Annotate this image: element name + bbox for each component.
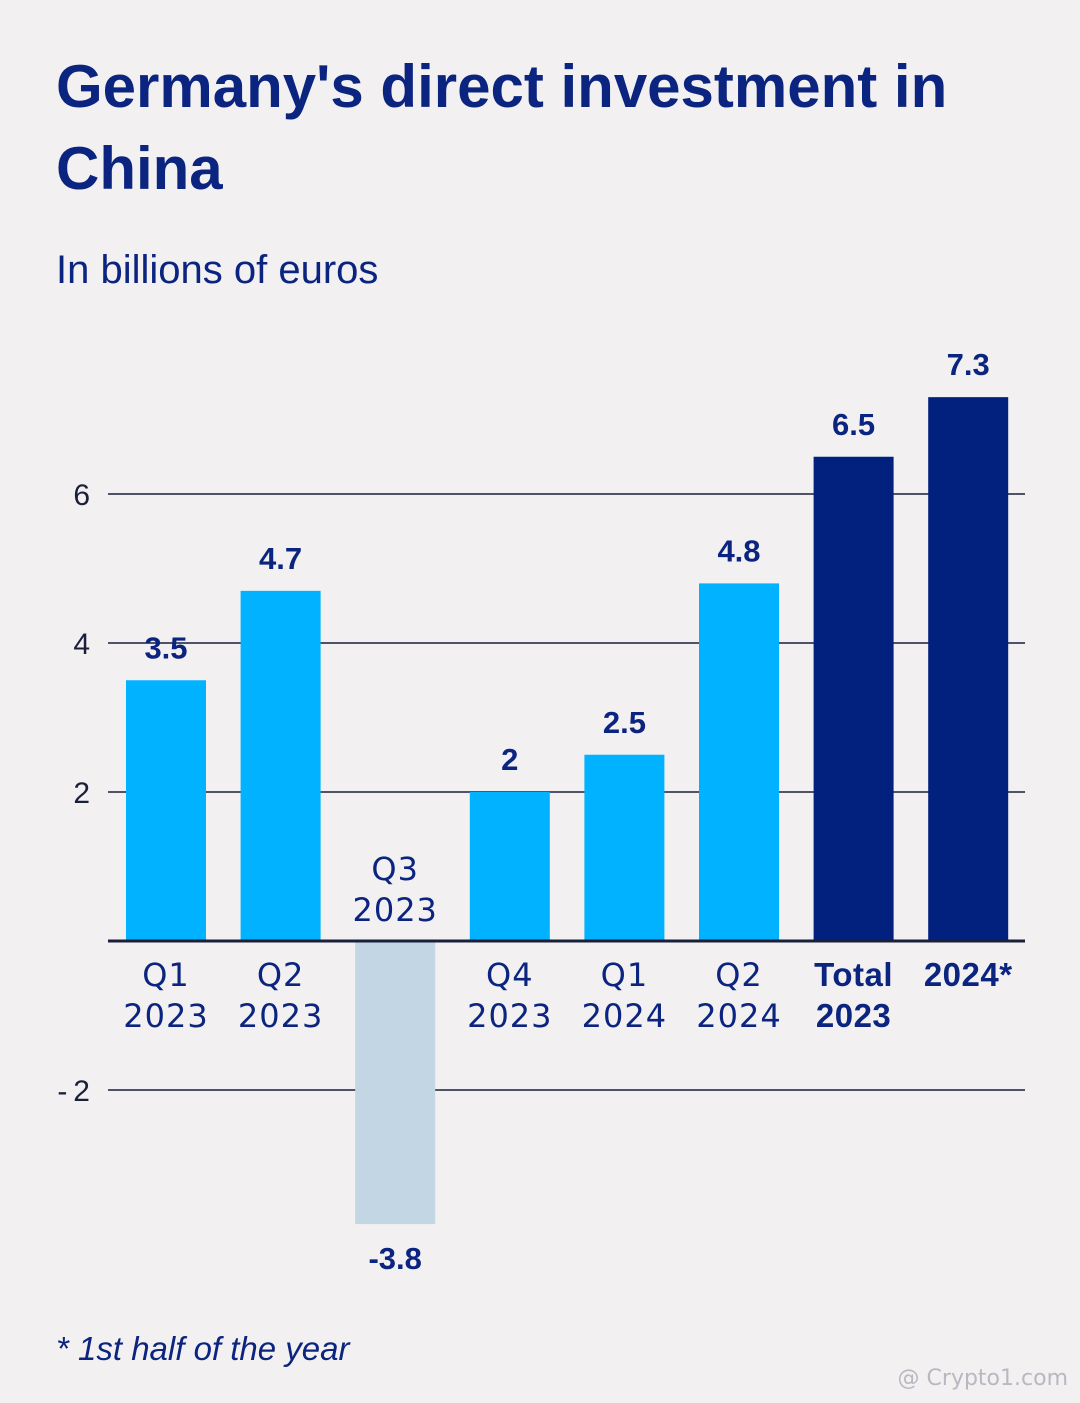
bar (813, 456, 894, 941)
bar (240, 590, 321, 941)
footnote: * 1st half of the year (56, 1330, 350, 1367)
y-tick-label: 6 (73, 479, 90, 512)
data-label: 3.5 (144, 630, 187, 665)
x-tick-label: Total (814, 956, 893, 993)
x-tick-label: 2024 (696, 997, 781, 1035)
x-tick-label: 2023 (352, 891, 437, 929)
x-tick-label: Q3 (371, 850, 419, 888)
x-tick-label: Q2 (715, 956, 763, 994)
y-tick-label: 2 (73, 777, 90, 810)
bar (469, 792, 550, 941)
x-tick-label: 2024* (924, 956, 1013, 993)
x-tick-label: 2024 (582, 997, 667, 1035)
y-tick-label: - 2 (57, 1075, 90, 1108)
x-tick-label: 2023 (238, 997, 323, 1035)
bar (584, 754, 665, 941)
x-tick-label: Q4 (486, 956, 534, 994)
x-tick-label: Q1 (601, 956, 649, 994)
bar (355, 941, 436, 1225)
data-label: 6.5 (832, 407, 875, 442)
bar (928, 397, 1009, 941)
bar (126, 680, 206, 941)
data-label: 4.7 (259, 541, 302, 576)
x-tick-label: 2023 (816, 997, 891, 1034)
data-label: 7.3 (947, 347, 990, 382)
x-tick-label: 2023 (467, 997, 552, 1035)
data-label: -3.8 (368, 1241, 421, 1276)
bar-chart: - 22463.5Q120234.7Q22023-3.8Q320232Q4202… (57, 347, 1025, 1276)
watermark: @ Crypto1.com (897, 1366, 1068, 1391)
x-tick-label: Q2 (257, 956, 305, 994)
y-tick-label: 4 (73, 628, 90, 661)
data-label: 2 (501, 742, 518, 777)
bar (699, 583, 779, 941)
data-label: 2.5 (603, 705, 646, 740)
x-tick-label: 2023 (123, 997, 208, 1035)
data-label: 4.8 (717, 533, 760, 568)
x-tick-label: Q1 (142, 956, 190, 994)
chart-subtitle: In billions of euros (56, 248, 379, 292)
chart-title: Germany's direct investment in China (56, 53, 948, 202)
